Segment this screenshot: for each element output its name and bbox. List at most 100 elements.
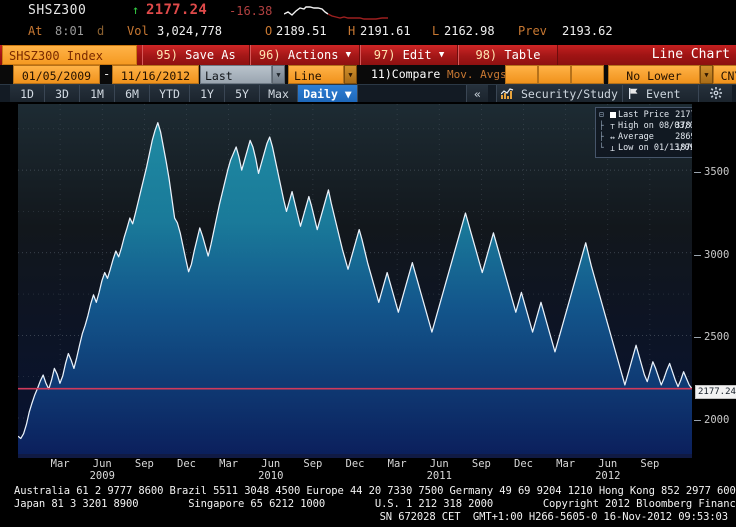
chart-study-icon	[500, 88, 514, 102]
legend-row-high: ├ ⊤ High on 08/03/09 3787.03	[599, 121, 692, 132]
legend-value: 2177.24	[675, 110, 692, 120]
quote-header: SHSZ300 ↑ 2177.24 -16.38 At 8:01 d Vol 3…	[0, 0, 736, 44]
y-tick-mark	[694, 254, 701, 256]
x-year-label: 2011	[426, 470, 452, 482]
red-toolbar: SHSZ300 Index 95) Save As 96) Actions ▼ …	[0, 45, 736, 65]
security-study-label: Security/Study	[520, 87, 618, 101]
edit-number: 97)	[373, 48, 396, 62]
tree-end-icon: └	[599, 143, 604, 152]
lower-chart-select[interactable]: No Lower Chart	[608, 65, 700, 97]
period-tab-3d[interactable]: 3D	[45, 85, 80, 103]
ticker-input[interactable]: SHSZ300 Index	[2, 45, 137, 65]
period-tab-1d[interactable]: 1D	[10, 85, 45, 103]
last-price-axis-badge: 2177.24	[695, 384, 736, 399]
legend-value: 1876.19	[675, 143, 692, 153]
legend-row-last-price: ⊟ Last Price 2177.24	[599, 110, 692, 121]
period-tab-6m[interactable]: 6M	[115, 85, 150, 103]
at-suffix: d	[97, 24, 105, 38]
y-tick-label: 3000	[704, 248, 730, 261]
y-tick-label: 2000	[704, 413, 730, 426]
legend-swatch-icon	[608, 111, 617, 120]
x-tick-label: Mar	[219, 458, 239, 470]
save-as-label: Save As	[185, 48, 236, 62]
legend-label: Last Price	[618, 110, 670, 120]
period-tab-1y[interactable]: 1Y	[190, 85, 225, 103]
period-tab-5y[interactable]: 5Y	[225, 85, 260, 103]
price-change-value: -16.38	[229, 4, 273, 18]
period-tab-ytd[interactable]: YTD	[150, 85, 190, 103]
legend-value: 2869.70	[675, 132, 692, 142]
price-plot[interactable]: ⊟ Last Price 2177.24 ├ ⊤ High on 08/03/0…	[18, 104, 692, 456]
price-field-select[interactable]: Last Price	[200, 65, 272, 97]
compare-number: 11)	[371, 67, 392, 81]
table-number: 98)	[475, 48, 498, 62]
legend-row-low: └ ⊥ Low on 01/13/09 1876.19	[599, 143, 692, 154]
legend-label: High on 08/03/09	[618, 121, 692, 131]
at-label: At	[28, 24, 43, 38]
x-tick-label: Dec	[514, 458, 533, 470]
high-marker-icon: ⊤	[610, 122, 615, 131]
currency-select[interactable]: CNY	[713, 65, 736, 84]
date-range-separator: -	[103, 67, 111, 81]
end-date-input[interactable]: 11/16/2012	[112, 65, 199, 84]
security-study-button[interactable]: Security/Study	[496, 85, 622, 103]
intraday-sparkline-icon	[283, 3, 388, 23]
footer-line-1: Australia 61 2 9777 8600 Brazil 5511 304…	[14, 485, 736, 497]
y-tick-mark	[694, 419, 701, 421]
y-tick-mark	[694, 172, 701, 174]
terminal-footer: Australia 61 2 9777 8600 Brazil 5511 304…	[0, 484, 736, 527]
x-tick-label: Mar	[387, 458, 407, 470]
y-tick-label: 3500	[704, 166, 730, 179]
table-button[interactable]: 98) Table	[458, 45, 558, 65]
collapse-icon[interactable]: «	[466, 85, 488, 103]
x-axis-band	[18, 454, 692, 458]
at-time: 8:01	[55, 24, 84, 38]
mov-avg-slot-1[interactable]	[505, 65, 538, 84]
open-value: 2189.51	[276, 24, 327, 38]
x-tick-label: Jun	[261, 458, 281, 470]
edit-button[interactable]: 97) Edit ▼	[360, 45, 458, 65]
average-marker-icon: ↔	[610, 133, 615, 142]
period-tab-daily[interactable]: Daily ▼	[298, 85, 358, 103]
open-label: O	[265, 24, 273, 38]
actions-button[interactable]: 96) Actions ▼	[250, 45, 360, 65]
chevron-down-icon: ▼	[438, 50, 445, 60]
security-ticker: SHSZ300	[28, 3, 87, 18]
x-tick-label: Mar	[50, 458, 70, 470]
tree-branch-icon: ├	[599, 132, 604, 141]
chart-style-select[interactable]: Line	[288, 65, 344, 84]
chevron-down-icon: ▼	[345, 50, 352, 60]
mov-avg-slot-2[interactable]	[538, 65, 571, 84]
chart-area: ⊟ Last Price 2177.24 ├ ⊤ High on 08/03/0…	[0, 102, 736, 482]
low-marker-icon: ⊥	[610, 144, 615, 153]
event-button[interactable]: Event	[622, 85, 698, 103]
legend-value: 3787.03	[675, 121, 692, 131]
period-tabs-bar: 1D 3D 1M 6M YTD 1Y 5Y Max Daily ▼ « Secu…	[0, 84, 736, 103]
chart-legend[interactable]: ⊟ Last Price 2177.24 ├ ⊤ High on 08/03/0…	[595, 107, 692, 158]
low-label: L	[432, 24, 440, 38]
x-tick-label: Dec	[177, 458, 196, 470]
compare-button[interactable]: 11)Compare	[371, 67, 440, 81]
settings-button[interactable]	[698, 85, 732, 103]
lower-chart-dropdown-icon[interactable]: ▼	[700, 65, 713, 84]
start-date-input[interactable]: 01/05/2009	[13, 65, 100, 84]
y-tick-label: 2500	[704, 331, 730, 344]
price-plot-svg	[18, 104, 692, 456]
save-as-button[interactable]: 95) Save As	[142, 45, 250, 65]
flag-icon	[628, 88, 639, 102]
price-field-dropdown-icon[interactable]: ▼	[272, 65, 285, 84]
x-tick-label: Jun	[598, 458, 618, 470]
mov-avg-slot-3[interactable]	[571, 65, 604, 84]
quote-header-row-primary: SHSZ300 ↑ 2177.24 -16.38	[0, 2, 736, 22]
period-tab-1m[interactable]: 1M	[80, 85, 115, 103]
tree-expand-icon[interactable]: ⊟	[599, 110, 604, 119]
chart-type-title: Line Chart	[651, 47, 730, 62]
tree-branch-icon: ├	[599, 121, 604, 130]
period-tab-max[interactable]: Max	[260, 85, 298, 103]
low-value: 2162.98	[444, 24, 495, 38]
gear-icon	[709, 87, 722, 102]
high-label: H	[348, 24, 356, 38]
x-tick-label: Jun	[92, 458, 112, 470]
chart-style-dropdown-icon[interactable]: ▼	[344, 65, 357, 84]
prev-label: Prev	[518, 24, 547, 38]
